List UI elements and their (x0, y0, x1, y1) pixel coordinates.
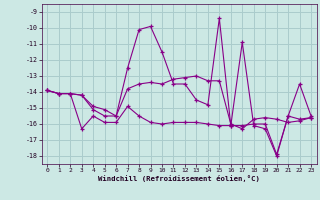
X-axis label: Windchill (Refroidissement éolien,°C): Windchill (Refroidissement éolien,°C) (98, 175, 260, 182)
